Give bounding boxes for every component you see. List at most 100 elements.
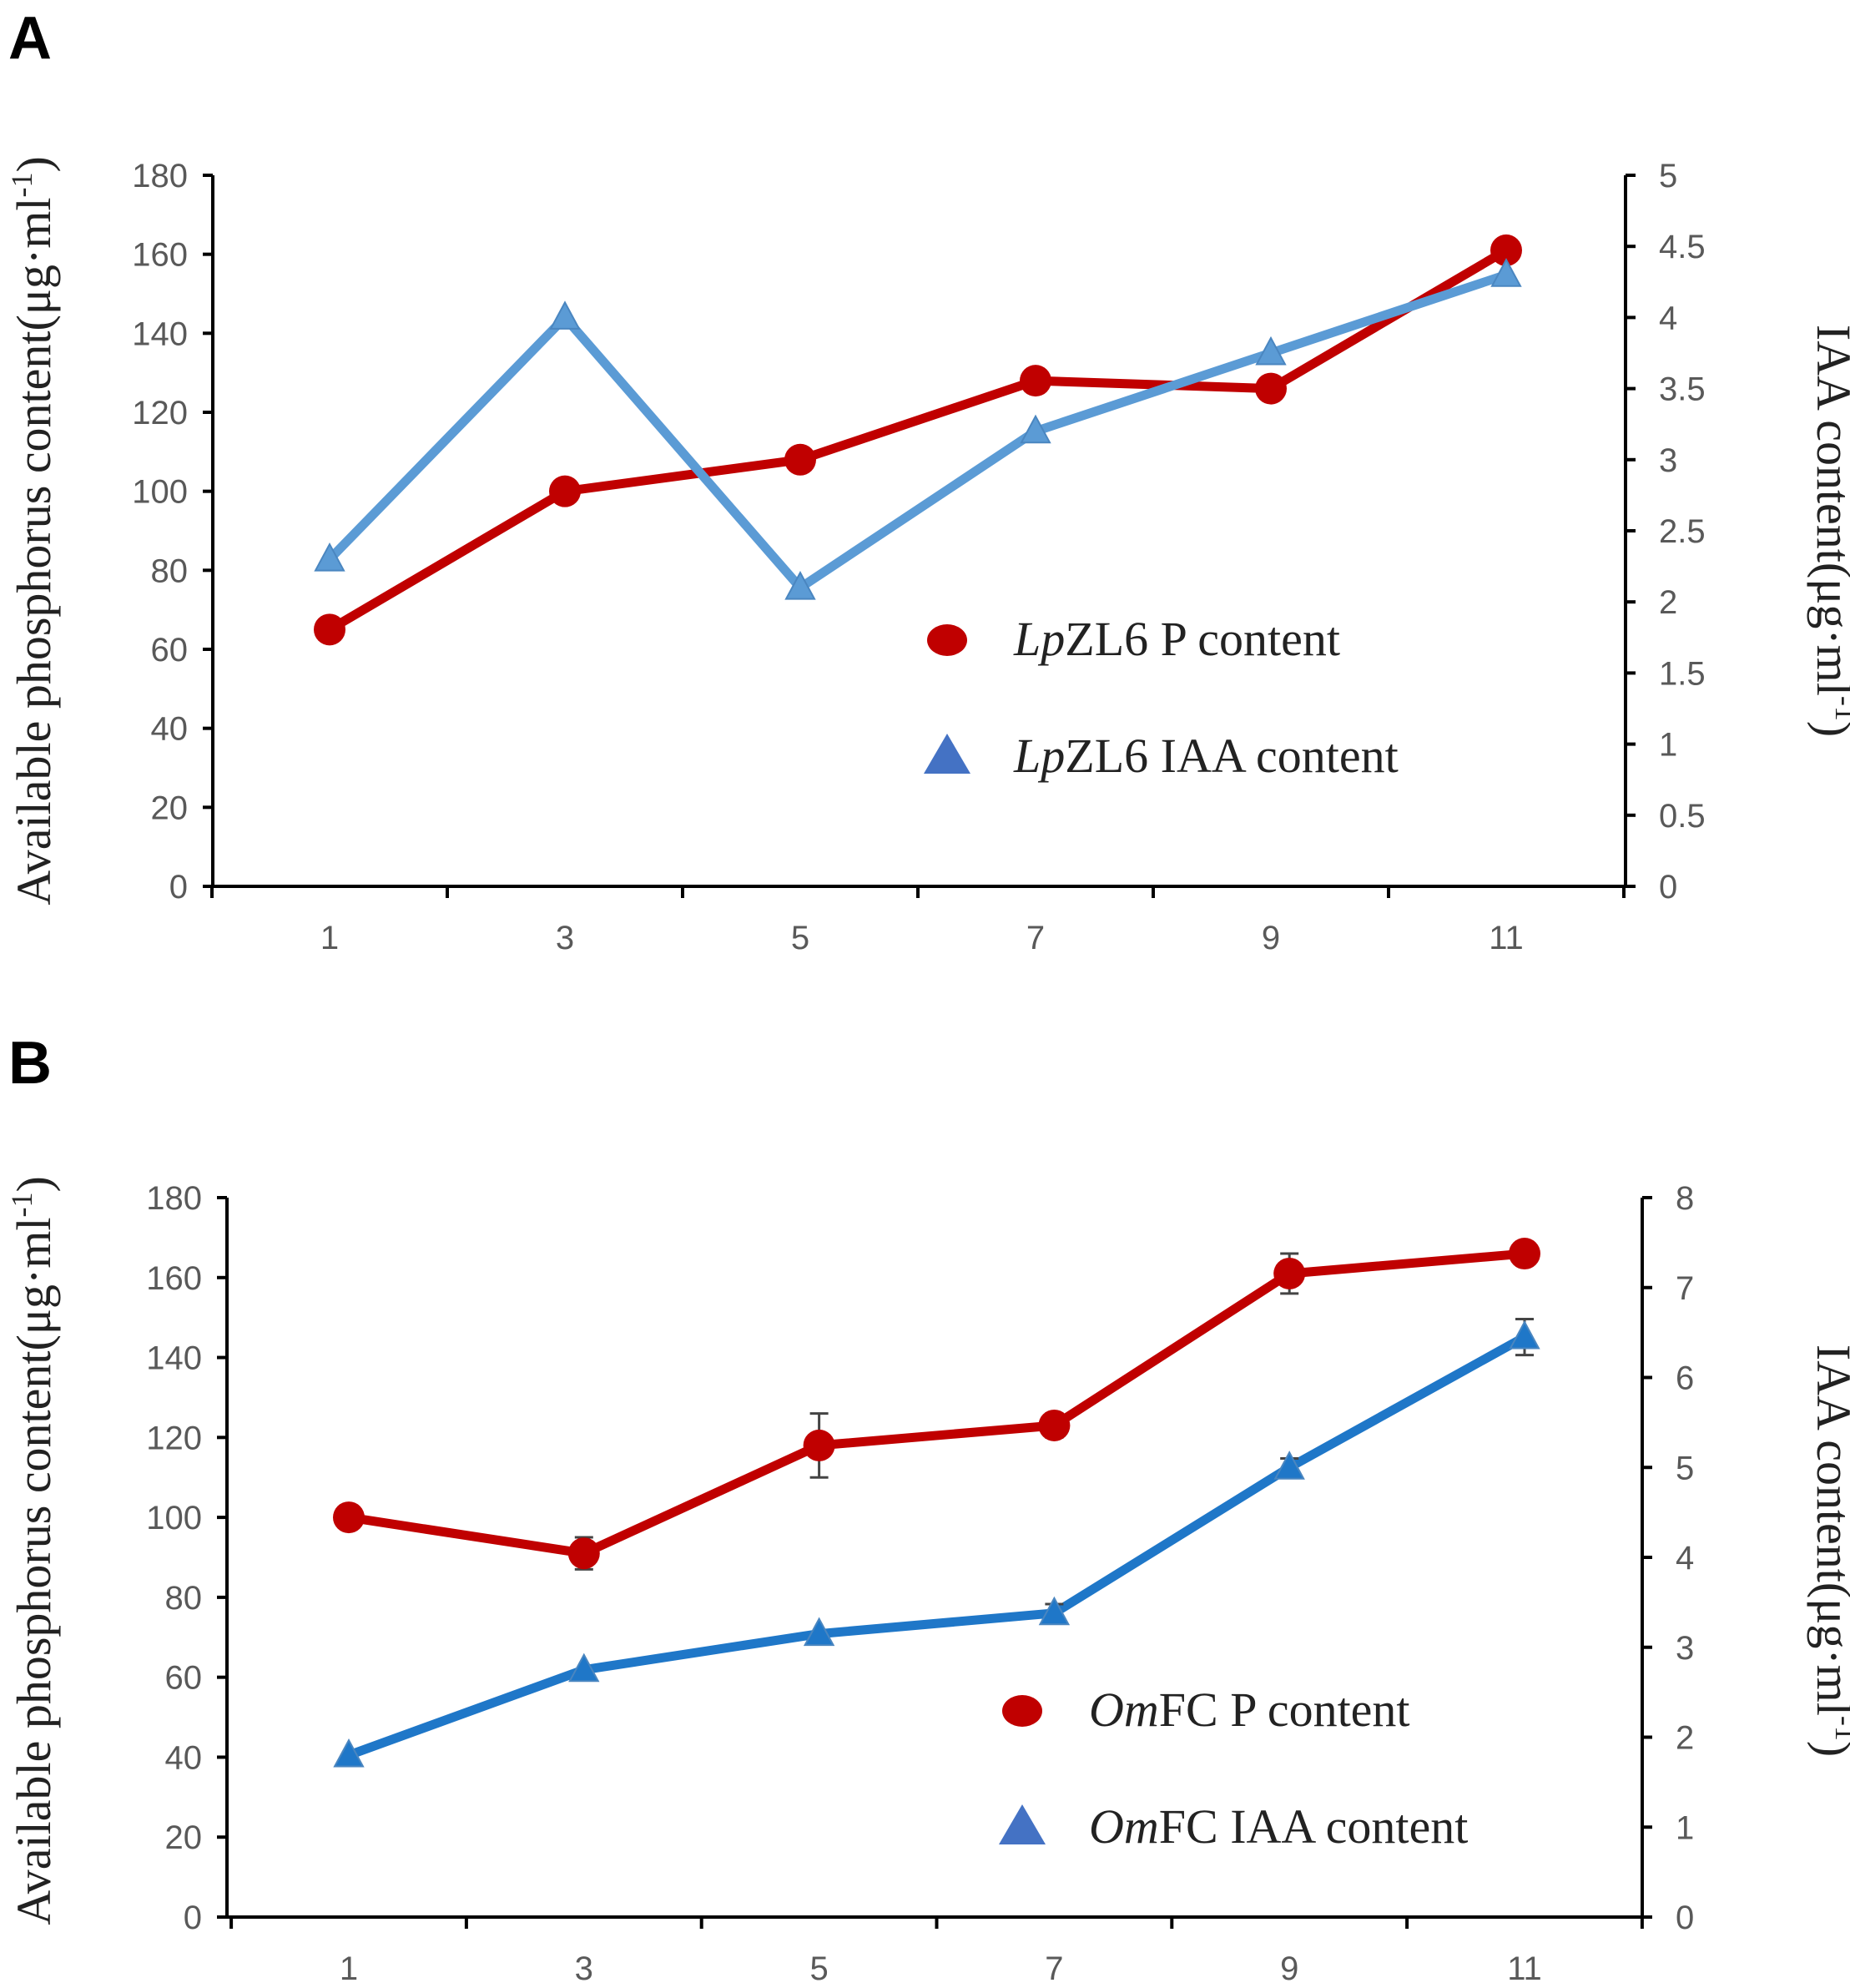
right-tick-label: 4 (1659, 300, 1677, 336)
series-p-content (333, 1238, 1540, 1571)
left-tick-label: 80 (151, 553, 189, 589)
left-tick-label: 0 (169, 869, 188, 906)
data-point (803, 1429, 835, 1461)
series-line (326, 270, 1508, 593)
x-tick-label: 9 (1280, 1950, 1298, 1987)
right-tick-label: 0 (1676, 1900, 1694, 1936)
left-axis-title-main: Available phosphorus content(μg·ml (7, 1218, 61, 1925)
legend-label: OmFC P content (1089, 1683, 1410, 1737)
panel-label: A (8, 5, 52, 72)
data-point (1038, 1596, 1071, 1626)
left-tick-label: 60 (151, 632, 189, 669)
legend-item: OmFC P content (1002, 1683, 1410, 1737)
series-line (327, 246, 1509, 634)
data-point (1273, 1451, 1305, 1480)
right-tick-label: 2.5 (1659, 513, 1706, 550)
legend-item: OmFC IAA content (999, 1799, 1468, 1854)
right-tick-label: 1.5 (1659, 655, 1706, 692)
legend-label-italic: Lp (1013, 729, 1065, 783)
right-tick-label: 0.5 (1659, 798, 1706, 835)
series-line (348, 1249, 1525, 1558)
data-point (1038, 1409, 1071, 1441)
x-tick-label: 11 (1489, 920, 1524, 956)
right-axis-title-main: IAA content(μg·ml (1807, 325, 1850, 696)
data-point (314, 613, 345, 646)
data-point (1490, 258, 1522, 287)
data-point (1020, 365, 1051, 397)
left-tick-label: 140 (132, 315, 188, 352)
x-tick-label: 9 (1262, 920, 1280, 956)
right-axis-title-close: ) (1807, 1741, 1850, 1757)
left-tick-label: 180 (132, 158, 188, 194)
x-tick-label: 11 (1507, 1950, 1542, 1987)
right-axis-title: IAA content(μg·ml-1) (1807, 325, 1850, 737)
legend-label-rest: ZL6 P content (1065, 612, 1340, 666)
data-point (1509, 1319, 1540, 1350)
series-p-content (314, 234, 1522, 646)
series-iaa-content (314, 258, 1522, 600)
x-tick-label: 7 (1026, 920, 1045, 956)
left-tick-label: 100 (132, 474, 188, 511)
data-point (333, 1501, 365, 1534)
legend-label-rest: FC IAA content (1159, 1799, 1469, 1854)
legend-marker (927, 624, 967, 656)
right-tick-label: 1 (1676, 1809, 1694, 1846)
legend-item: LpZL6 P content (927, 612, 1340, 666)
right-tick-label: 3.5 (1659, 371, 1706, 408)
left-axis-title-close: ) (7, 156, 61, 172)
right-axis-title-sup: -1 (1829, 696, 1850, 721)
data-point (1273, 1257, 1306, 1289)
right-axis-title-close: ) (1807, 721, 1850, 737)
legend-label: LpZL6 P content (1013, 612, 1340, 666)
legend-label-italic: Om (1089, 1683, 1159, 1737)
series-line (347, 1333, 1527, 1760)
series-iaa-content (333, 1317, 1540, 1768)
x-tick-label: 7 (1045, 1950, 1063, 1987)
left-tick-label: 40 (165, 1739, 203, 1776)
left-axis-title-close: ) (7, 1176, 61, 1192)
left-tick-label: 160 (146, 1260, 202, 1297)
legend-label: LpZL6 IAA content (1013, 729, 1399, 783)
data-point (568, 1652, 600, 1683)
left-tick-label: 20 (151, 790, 189, 826)
left-tick-label: 180 (146, 1180, 202, 1217)
legend-item: LpZL6 IAA content (924, 729, 1399, 783)
left-tick-label: 120 (146, 1420, 202, 1456)
right-tick-label: 3 (1676, 1630, 1694, 1667)
legend-label: OmFC IAA content (1089, 1799, 1468, 1854)
x-tick-label: 5 (791, 920, 809, 956)
x-tick-label: 3 (575, 1950, 593, 1987)
left-axis-title-sup: -1 (5, 173, 38, 198)
right-tick-label: 5 (1659, 158, 1677, 194)
data-point (549, 475, 581, 507)
panel-b: B 0 20 40 60 80 100 120 140 160 180 0 1 2 3 4 5 6 7 8 1 3 5 7 9 1… (5, 1030, 1850, 1987)
data-point (1020, 414, 1051, 444)
x-tick-label: 5 (809, 1950, 828, 1987)
legend-marker (999, 1804, 1046, 1844)
left-tick-label: 80 (165, 1580, 203, 1617)
left-axis-title-sup: -1 (5, 1193, 38, 1218)
right-tick-label: 6 (1676, 1360, 1694, 1397)
right-axis-title-sup: -1 (1829, 1716, 1850, 1741)
legend-marker (1002, 1695, 1042, 1727)
left-tick-label: 160 (132, 237, 188, 274)
data-point (314, 542, 345, 572)
left-tick-label: 60 (165, 1660, 203, 1697)
legend-label-italic: Om (1089, 1799, 1159, 1854)
right-tick-label: 7 (1676, 1270, 1694, 1307)
right-tick-label: 4.5 (1659, 229, 1706, 265)
left-tick-label: 40 (151, 711, 189, 748)
right-tick-label: 5 (1676, 1450, 1694, 1486)
data-point (333, 1738, 365, 1768)
data-point (784, 443, 816, 476)
data-point (1509, 1238, 1540, 1270)
left-tick-label: 0 (184, 1900, 202, 1936)
legend-marker (924, 734, 970, 774)
data-point (1255, 372, 1287, 405)
legend-label-italic: Lp (1013, 612, 1065, 666)
left-tick-label: 100 (146, 1500, 202, 1536)
x-tick-label: 1 (320, 920, 339, 956)
right-tick-label: 4 (1676, 1540, 1694, 1577)
right-tick-label: 2 (1659, 584, 1677, 621)
